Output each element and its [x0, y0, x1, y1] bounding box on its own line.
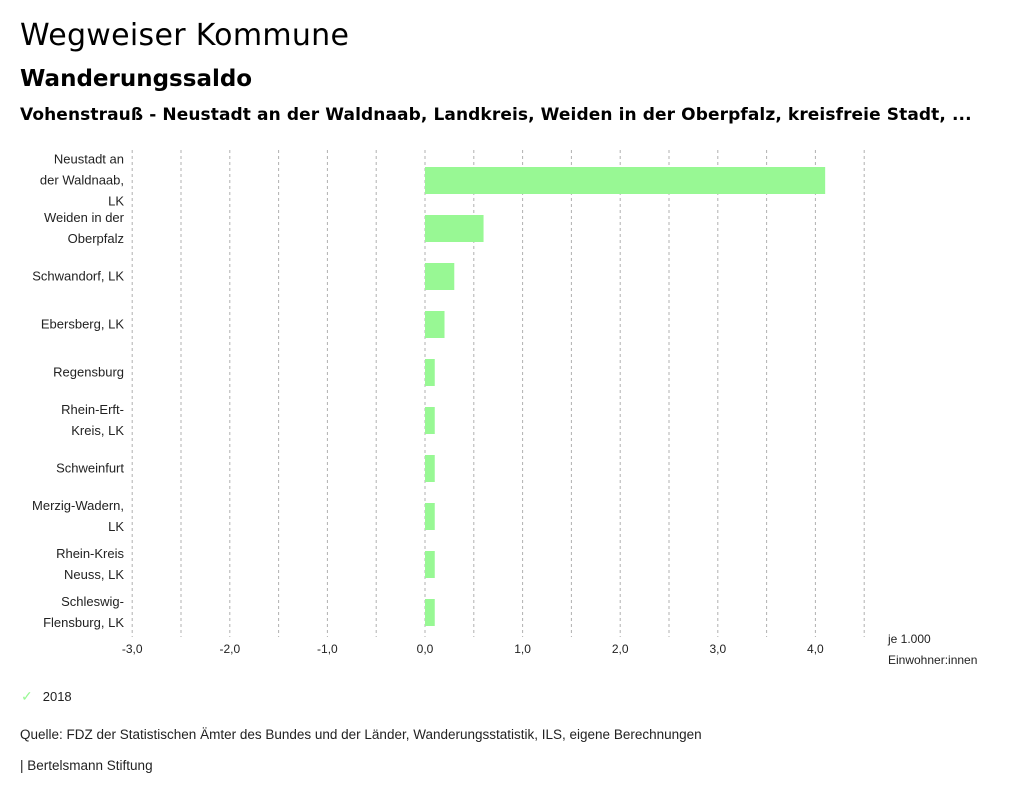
category-label: Oberpfalz	[68, 231, 124, 246]
category-label: Neuss, LK	[64, 567, 124, 582]
legend[interactable]: ✓ 2018	[20, 688, 72, 705]
bar[interactable]	[425, 263, 455, 290]
bar[interactable]	[425, 551, 435, 578]
source-note: Quelle: FDZ der Statistischen Ämter des …	[20, 727, 702, 742]
bar[interactable]	[425, 359, 435, 386]
x-tick-labels: -3,0 -2,0 -1,0 0,0 1,0 2,0 3,0 4,0	[122, 642, 824, 656]
bar[interactable]	[425, 407, 435, 434]
category-label: Rhein-Kreis	[56, 546, 124, 561]
x-tick-label: 0,0	[417, 642, 434, 656]
page-title: Wegweiser Kommune	[20, 18, 350, 53]
legend-label-2018: 2018	[42, 689, 72, 704]
x-axis-unit-label: je 1.000 Einwohner:innen	[887, 632, 977, 667]
category-label: Schwandorf, LK	[32, 269, 124, 284]
bar[interactable]	[425, 599, 435, 626]
category-label: Kreis, LK	[71, 423, 124, 438]
bar[interactable]	[425, 311, 445, 338]
category-label: LK	[108, 194, 124, 209]
x-tick-label: 3,0	[709, 642, 726, 656]
bar[interactable]	[425, 503, 435, 530]
bar[interactable]	[425, 215, 484, 242]
region-selection: Vohenstrauß - Neustadt an der Waldnaab, …	[20, 105, 972, 125]
x-tick-label: -3,0	[122, 642, 143, 656]
check-icon[interactable]: ✓	[21, 688, 33, 704]
bars	[425, 167, 826, 626]
bar[interactable]	[425, 167, 826, 194]
brand-credit: | Bertelsmann Stiftung	[20, 758, 153, 773]
x-tick-label: 2,0	[612, 642, 629, 656]
category-label: Regensburg	[53, 365, 124, 380]
category-label: Weiden in der	[44, 210, 125, 225]
category-label: Rhein-Erft-	[61, 402, 124, 417]
x-tick-label: 1,0	[514, 642, 531, 656]
x-tick-label: -1,0	[317, 642, 338, 656]
x-axis-label: je 1.000	[887, 632, 931, 646]
bar[interactable]	[425, 455, 435, 482]
category-label: Schleswig-	[61, 594, 124, 609]
category-label: Schweinfurt	[56, 461, 124, 476]
category-label: Ebersberg, LK	[41, 317, 124, 332]
category-label: der Waldnaab,	[40, 173, 124, 188]
grid-lines	[131, 150, 865, 637]
chart-subtitle: Wanderungssaldo	[20, 66, 253, 92]
category-label: Neustadt an	[54, 152, 124, 167]
x-axis-label: Einwohner:innen	[888, 653, 977, 667]
x-tick-label: 4,0	[807, 642, 824, 656]
category-label: Merzig-Wadern,	[32, 498, 124, 513]
category-label: Flensburg, LK	[43, 615, 124, 630]
x-tick-label: -2,0	[219, 642, 240, 656]
category-label: LK	[108, 519, 124, 534]
